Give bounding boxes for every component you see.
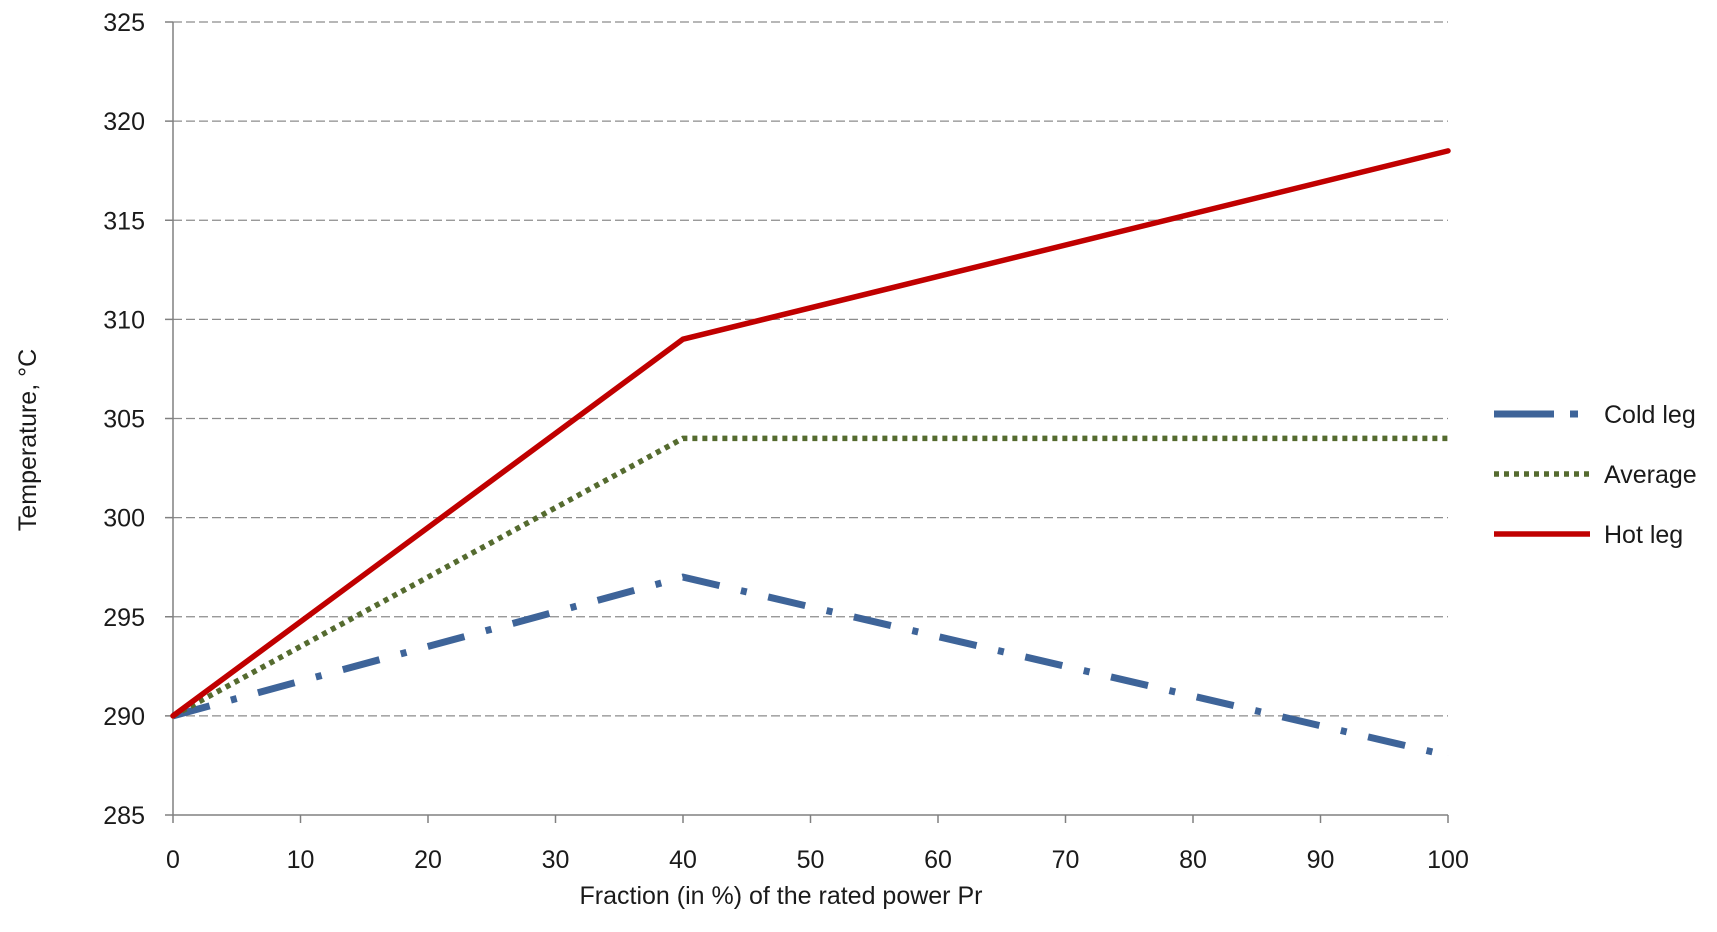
y-axis-label: Temperature, °C: [14, 349, 42, 531]
gridlines: [173, 22, 1448, 716]
series-line-hot-leg: [173, 151, 1448, 716]
x-tick-label: 10: [287, 846, 315, 874]
data-series: [173, 151, 1448, 756]
x-tick-label: 90: [1307, 846, 1335, 874]
x-tick-label: 50: [797, 846, 825, 874]
legend-item-cold-leg: Cold leg: [1494, 401, 1696, 429]
legend-item-hot-leg: Hot leg: [1494, 521, 1683, 549]
legend-item-average: Average: [1494, 461, 1697, 489]
legend-label: Cold leg: [1604, 401, 1696, 429]
y-tick-label: 325: [103, 9, 145, 37]
x-tick-label: 60: [924, 846, 952, 874]
x-tick-label: 0: [166, 846, 180, 874]
y-tick-label: 310: [103, 306, 145, 334]
y-tick-label: 305: [103, 406, 145, 434]
legend-label: Hot leg: [1604, 521, 1683, 549]
x-tick-label: 100: [1427, 846, 1469, 874]
series-line-cold-leg: [173, 577, 1448, 755]
x-tick-label: 30: [542, 846, 570, 874]
x-tick-label: 20: [414, 846, 442, 874]
x-axis-label: Fraction (in %) of the rated power Pr: [580, 882, 983, 910]
tick-labels: 285 290 295 300 305 310 315 320 325 0 10 20 30 40 50 60…: [103, 9, 1469, 874]
legend-label: Average: [1604, 461, 1697, 489]
y-tick-label: 285: [103, 802, 145, 830]
y-tick-label: 295: [103, 604, 145, 632]
y-tick-label: 300: [103, 505, 145, 533]
y-tick-label: 315: [103, 207, 145, 235]
axes: [165, 22, 1448, 823]
legend: Cold leg Average Hot leg: [1494, 401, 1697, 549]
y-tick-label: 320: [103, 108, 145, 136]
y-tick-label: 290: [103, 703, 145, 731]
x-tick-label: 80: [1179, 846, 1207, 874]
x-tick-label: 70: [1052, 846, 1080, 874]
x-tick-label: 40: [669, 846, 697, 874]
